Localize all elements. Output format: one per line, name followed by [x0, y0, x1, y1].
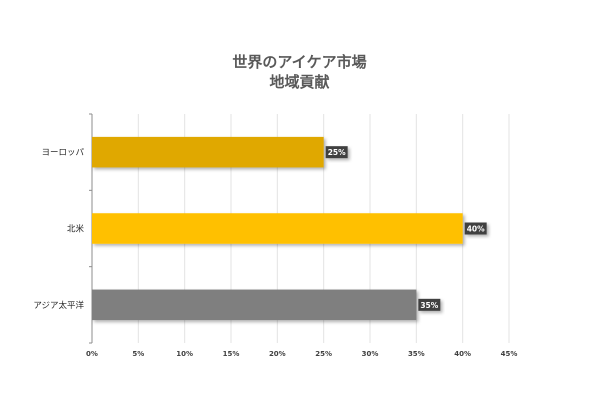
x-tick-label: 5% — [132, 350, 144, 358]
category-label: ヨーロッパ — [41, 148, 84, 158]
labels: 0% 5% 10% 15% 20% 25% 30% 35% 40% 45% ヨーロッパ 25% 北米 40… — [33, 146, 517, 358]
data-label: 25% — [328, 148, 346, 157]
data-label-box — [418, 298, 441, 311]
axes — [89, 113, 93, 344]
bar-0 — [92, 136, 324, 168]
x-tick-label: 25% — [315, 350, 332, 358]
bars — [92, 136, 463, 321]
chart-title: 世界のアイケア市場 地域貢献 — [0, 52, 599, 92]
data-label: 40% — [467, 225, 485, 234]
x-tick-label: 35% — [408, 350, 425, 358]
bar-2 — [92, 289, 417, 321]
x-tick-label: 30% — [362, 350, 379, 358]
x-tick-label: 15% — [223, 350, 240, 358]
data-label-box — [464, 222, 487, 235]
category-label: 北米 — [67, 224, 85, 235]
x-tick-label: 0% — [86, 350, 98, 358]
x-tick-label: 10% — [176, 350, 193, 358]
x-tick-label: 40% — [454, 350, 471, 358]
chart-title-line-2: 地域貢献 — [269, 73, 330, 91]
x-tick-label: 20% — [269, 350, 286, 358]
data-label: 35% — [420, 301, 438, 310]
category-label: アジア太平洋 — [33, 300, 84, 311]
x-tick-label: 45% — [501, 350, 518, 358]
bar-1 — [92, 213, 463, 244]
chart-title-line-1: 世界のアイケア市場 — [232, 53, 367, 71]
data-label-box — [325, 146, 348, 159]
